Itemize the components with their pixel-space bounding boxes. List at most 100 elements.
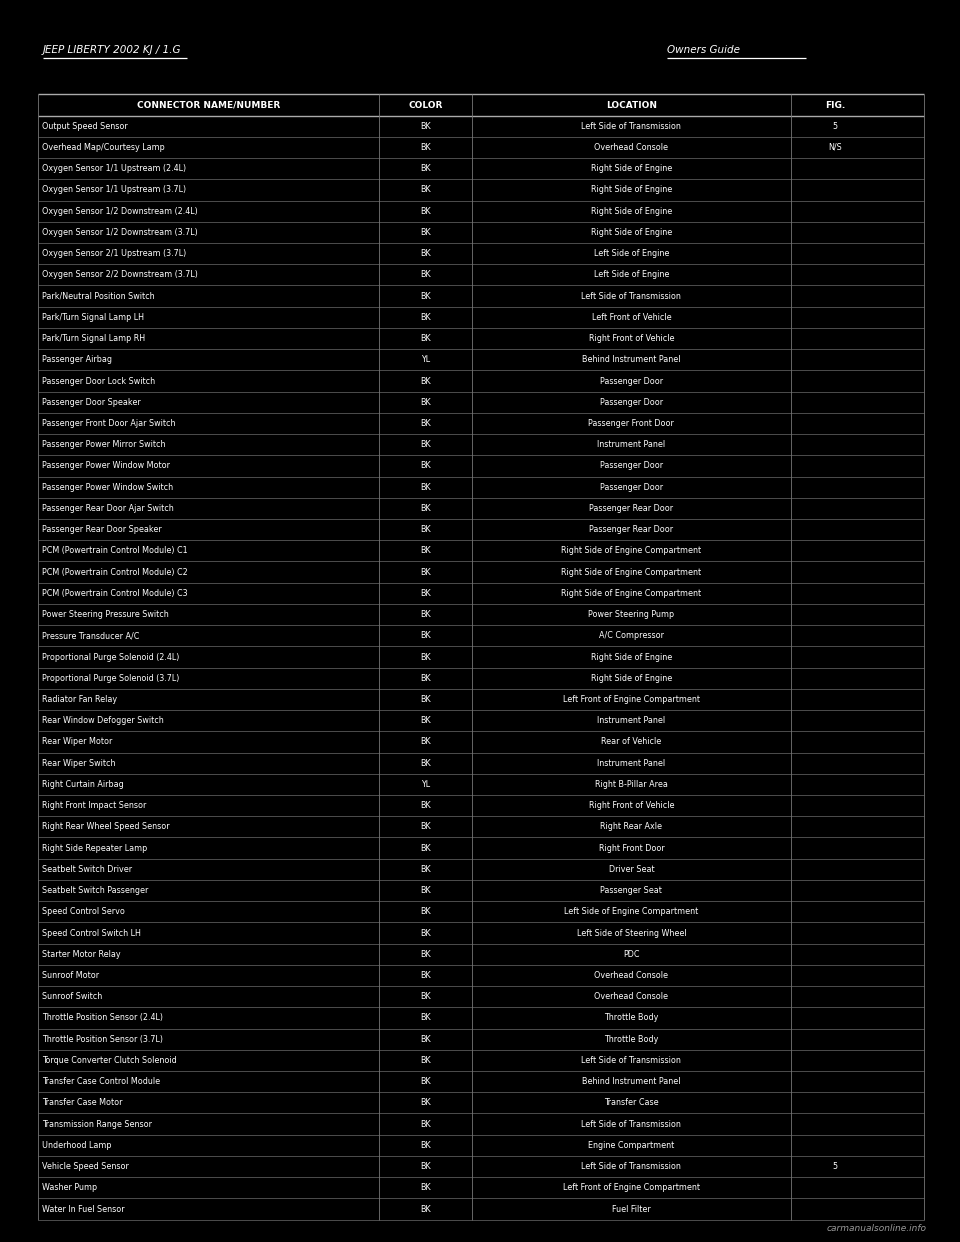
Text: Right Front of Vehicle: Right Front of Vehicle xyxy=(588,801,674,810)
Text: BK: BK xyxy=(420,738,431,746)
Text: Fuel Filter: Fuel Filter xyxy=(612,1205,651,1213)
Text: Passenger Door: Passenger Door xyxy=(600,462,663,471)
Text: Left Side of Transmission: Left Side of Transmission xyxy=(582,1163,682,1171)
Text: BK: BK xyxy=(420,822,431,831)
Text: BK: BK xyxy=(420,313,431,322)
Text: Overhead Console: Overhead Console xyxy=(594,971,668,980)
Text: BK: BK xyxy=(420,1098,431,1108)
Text: BK: BK xyxy=(420,1077,431,1087)
Text: BK: BK xyxy=(420,759,431,768)
Text: BK: BK xyxy=(420,164,431,173)
Text: BK: BK xyxy=(420,334,431,343)
Text: BK: BK xyxy=(420,950,431,959)
Text: Throttle Body: Throttle Body xyxy=(604,1035,659,1043)
Text: BK: BK xyxy=(420,1163,431,1171)
Text: Throttle Body: Throttle Body xyxy=(604,1013,659,1022)
Text: N/S: N/S xyxy=(828,143,842,152)
Text: BK: BK xyxy=(420,673,431,683)
Text: Left Front of Engine Compartment: Left Front of Engine Compartment xyxy=(563,696,700,704)
Text: Oxygen Sensor 2/1 Upstream (3.7L): Oxygen Sensor 2/1 Upstream (3.7L) xyxy=(42,250,186,258)
Text: BK: BK xyxy=(420,483,431,492)
Text: Right Side of Engine: Right Side of Engine xyxy=(590,206,672,216)
Text: Left Side of Transmission: Left Side of Transmission xyxy=(582,1119,682,1129)
Text: Passenger Power Mirror Switch: Passenger Power Mirror Switch xyxy=(42,440,166,450)
Text: Owners Guide: Owners Guide xyxy=(667,45,740,55)
Text: Instrument Panel: Instrument Panel xyxy=(597,440,665,450)
Text: BK: BK xyxy=(420,143,431,152)
Text: Right Side of Engine: Right Side of Engine xyxy=(590,185,672,195)
Text: BK: BK xyxy=(420,462,431,471)
Text: BK: BK xyxy=(420,504,431,513)
Text: PCM (Powertrain Control Module) C2: PCM (Powertrain Control Module) C2 xyxy=(42,568,188,576)
Text: BK: BK xyxy=(420,1035,431,1043)
Text: Washer Pump: Washer Pump xyxy=(42,1184,97,1192)
Text: Right Side of Engine Compartment: Right Side of Engine Compartment xyxy=(562,546,702,555)
Text: 5: 5 xyxy=(832,1163,837,1171)
Text: Passenger Door Speaker: Passenger Door Speaker xyxy=(42,397,141,406)
Text: Power Steering Pressure Switch: Power Steering Pressure Switch xyxy=(42,610,169,619)
Text: BK: BK xyxy=(420,971,431,980)
Text: Passenger Rear Door Ajar Switch: Passenger Rear Door Ajar Switch xyxy=(42,504,174,513)
Text: Right Front of Vehicle: Right Front of Vehicle xyxy=(588,334,674,343)
Text: BK: BK xyxy=(420,185,431,195)
Text: Right Rear Axle: Right Rear Axle xyxy=(600,822,662,831)
Text: Right Side of Engine: Right Side of Engine xyxy=(590,227,672,237)
Text: Speed Control Servo: Speed Control Servo xyxy=(42,908,125,917)
Text: BK: BK xyxy=(420,122,431,130)
Text: Sunroof Switch: Sunroof Switch xyxy=(42,992,103,1001)
Text: BK: BK xyxy=(420,206,431,216)
Text: BK: BK xyxy=(420,292,431,301)
Text: Right Side of Engine Compartment: Right Side of Engine Compartment xyxy=(562,589,702,597)
Text: Right Side of Engine: Right Side of Engine xyxy=(590,164,672,173)
Text: BK: BK xyxy=(420,227,431,237)
Text: BK: BK xyxy=(420,696,431,704)
Text: BK: BK xyxy=(420,631,431,641)
Text: carmanualsonline.info: carmanualsonline.info xyxy=(827,1225,926,1233)
Text: Torque Converter Clutch Solenoid: Torque Converter Clutch Solenoid xyxy=(42,1056,177,1064)
Text: BK: BK xyxy=(420,1056,431,1064)
Text: Output Speed Sensor: Output Speed Sensor xyxy=(42,122,128,130)
Text: Right Side of Engine: Right Side of Engine xyxy=(590,652,672,662)
Text: YL: YL xyxy=(421,355,430,364)
Text: Proportional Purge Solenoid (3.7L): Proportional Purge Solenoid (3.7L) xyxy=(42,673,180,683)
Text: Oxygen Sensor 1/2 Downstream (2.4L): Oxygen Sensor 1/2 Downstream (2.4L) xyxy=(42,206,198,216)
Text: LOCATION: LOCATION xyxy=(606,101,657,109)
Text: Rear Window Defogger Switch: Rear Window Defogger Switch xyxy=(42,717,164,725)
Text: A/C Compressor: A/C Compressor xyxy=(599,631,664,641)
Text: COLOR: COLOR xyxy=(408,101,443,109)
Text: BK: BK xyxy=(420,546,431,555)
Text: Oxygen Sensor 1/2 Downstream (3.7L): Oxygen Sensor 1/2 Downstream (3.7L) xyxy=(42,227,198,237)
Text: Rear of Vehicle: Rear of Vehicle xyxy=(601,738,661,746)
Text: FIG.: FIG. xyxy=(825,101,845,109)
Text: PCM (Powertrain Control Module) C3: PCM (Powertrain Control Module) C3 xyxy=(42,589,188,597)
Text: Rear Wiper Switch: Rear Wiper Switch xyxy=(42,759,116,768)
Text: Right Curtain Airbag: Right Curtain Airbag xyxy=(42,780,124,789)
Text: Left Side of Transmission: Left Side of Transmission xyxy=(582,122,682,130)
Text: Passenger Door: Passenger Door xyxy=(600,376,663,385)
Text: Underhood Lamp: Underhood Lamp xyxy=(42,1141,111,1150)
Text: BK: BK xyxy=(420,992,431,1001)
Text: Starter Motor Relay: Starter Motor Relay xyxy=(42,950,121,959)
Text: Passenger Seat: Passenger Seat xyxy=(601,886,662,895)
Text: BK: BK xyxy=(420,717,431,725)
Text: BK: BK xyxy=(420,843,431,852)
Text: Radiator Fan Relay: Radiator Fan Relay xyxy=(42,696,117,704)
Text: BK: BK xyxy=(420,610,431,619)
Text: Oxygen Sensor 2/2 Downstream (3.7L): Oxygen Sensor 2/2 Downstream (3.7L) xyxy=(42,271,198,279)
Text: Left Front of Vehicle: Left Front of Vehicle xyxy=(591,313,671,322)
Text: Park/Neutral Position Switch: Park/Neutral Position Switch xyxy=(42,292,155,301)
Text: 5: 5 xyxy=(832,122,837,130)
Text: Transfer Case Motor: Transfer Case Motor xyxy=(42,1098,123,1108)
Text: BK: BK xyxy=(420,1119,431,1129)
Text: BK: BK xyxy=(420,1184,431,1192)
Text: Behind Instrument Panel: Behind Instrument Panel xyxy=(582,1077,681,1087)
Text: BK: BK xyxy=(420,886,431,895)
Text: Park/Turn Signal Lamp RH: Park/Turn Signal Lamp RH xyxy=(42,334,145,343)
Text: Left Side of Transmission: Left Side of Transmission xyxy=(582,1056,682,1064)
Text: Left Front of Engine Compartment: Left Front of Engine Compartment xyxy=(563,1184,700,1192)
Text: Power Steering Pump: Power Steering Pump xyxy=(588,610,675,619)
Text: Rear Wiper Motor: Rear Wiper Motor xyxy=(42,738,112,746)
Text: Instrument Panel: Instrument Panel xyxy=(597,717,665,725)
Text: BK: BK xyxy=(420,652,431,662)
Text: Transmission Range Sensor: Transmission Range Sensor xyxy=(42,1119,153,1129)
